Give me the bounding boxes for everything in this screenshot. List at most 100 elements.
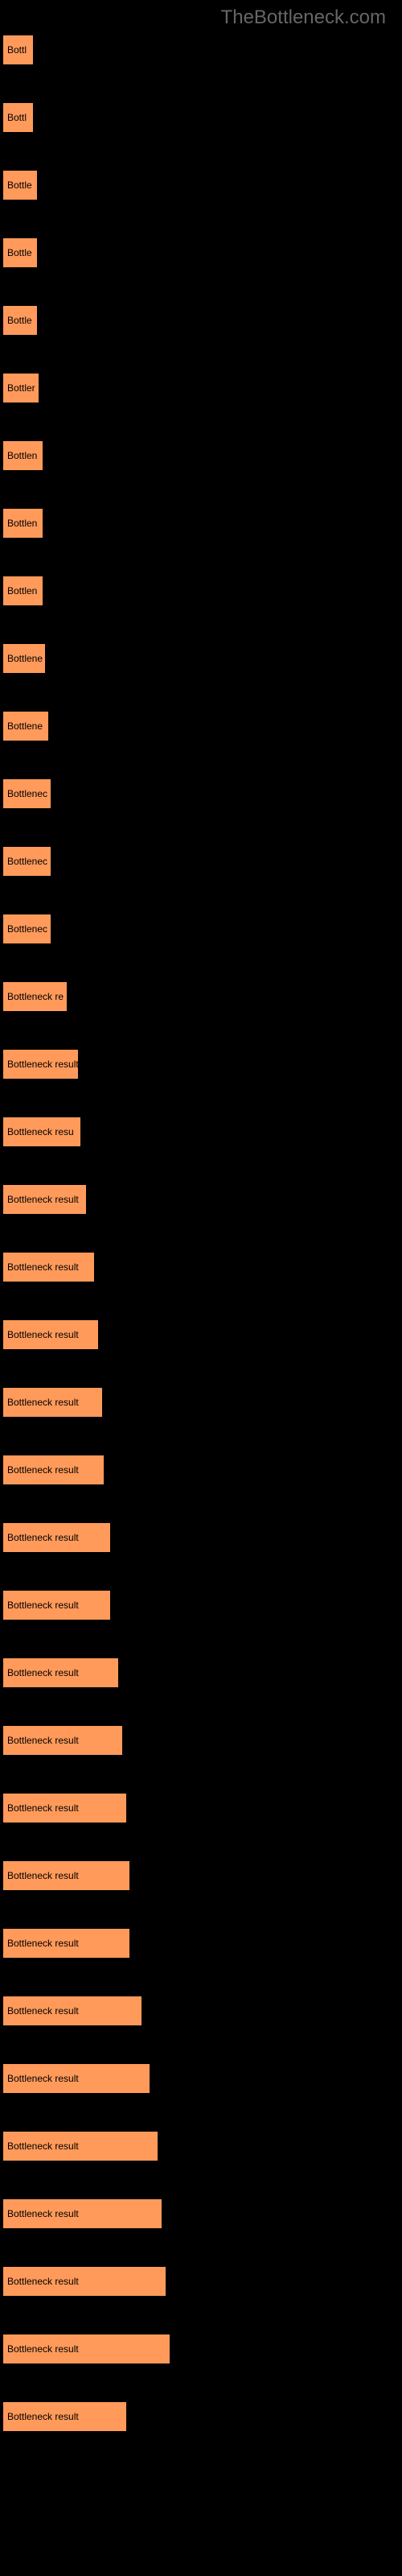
bar-row: Bottlenec: [3, 779, 399, 808]
bar-row: Bottlene: [3, 644, 399, 673]
bar-row: Bottleneck result: [3, 1658, 399, 1687]
bar-label: Bottlen: [7, 518, 37, 529]
bar: Bottleneck resu: [3, 1117, 80, 1146]
bar-label: Bottlene: [7, 720, 43, 732]
bar-row: Bottle: [3, 171, 399, 200]
bar-row: Bottleneck result: [3, 1591, 399, 1620]
bar-row: Bottleneck resu: [3, 1117, 399, 1146]
bar: Bottl: [3, 35, 33, 64]
bar-row: Bottl: [3, 103, 399, 132]
bar-row: Bottleneck result: [3, 1996, 399, 2025]
bar-row: Bottleneck result: [3, 1388, 399, 1417]
bar: Bottleneck result: [3, 1388, 102, 1417]
bar: Bottleneck result: [3, 1523, 110, 1552]
bar-value: 4: [177, 2343, 183, 2355]
bar: Bottlenec: [3, 914, 51, 943]
bar-row: Bottleneck result 4: [3, 2334, 399, 2363]
bar-label: Bottlenec: [7, 788, 47, 799]
bar: Bottler: [3, 374, 39, 402]
bar-label: Bottleneck result: [7, 2073, 79, 2084]
bar-row: Bottleneck result: [3, 1794, 399, 1823]
bar-label: Bottleneck result: [7, 2005, 79, 2017]
bar: Bottleneck result4: [3, 2267, 166, 2296]
bar-label: Bottlen: [7, 585, 37, 597]
bar: Bottlen: [3, 576, 43, 605]
bar-label: Bottleneck resu: [7, 1126, 74, 1137]
bar-row: Bottleneck result 4: [3, 2064, 399, 2093]
bar: Bottleneck result: [3, 2402, 126, 2431]
bar: Bottleneck result: [3, 1658, 118, 1687]
bar-row: Bottlen: [3, 576, 399, 605]
bar-label: Bottleneck result: [7, 2411, 79, 2422]
bar-row: Bottleneck result: [3, 1185, 399, 1214]
bar: Bottleneck result: [3, 1185, 86, 1214]
bar-label: Bottle: [7, 247, 32, 258]
watermark-text: TheBottleneck.com: [0, 0, 402, 35]
bar: Bottleneck result: [3, 1726, 122, 1755]
bar-label: Bottleneck result: [7, 2343, 79, 2355]
bar-value: 4: [165, 2140, 171, 2153]
bar-label: Bottleneck result: [7, 1802, 79, 1814]
bar-label: Bottlenec: [7, 923, 47, 935]
bar-label: Bottleneck result: [7, 1667, 79, 1678]
bar-label: Bottlen: [7, 450, 37, 461]
bar: Bottleneck result: [3, 1794, 126, 1823]
bar-row: Bottleneck result: [3, 1861, 399, 1890]
bar-row: Bottler: [3, 374, 399, 402]
bar-chart: Bottl Bottl Bottle Bottle Bottle Bottler Bottl…: [0, 35, 402, 2431]
bar: Bottle: [3, 306, 37, 335]
bar: Bottle: [3, 238, 37, 267]
bar-value: 4: [157, 2072, 163, 2085]
bar-row: Bottleneck re: [3, 982, 399, 1011]
bar-label: Bottleneck result: [7, 1059, 79, 1070]
bar-row: Bottleneck result: [3, 1253, 399, 1282]
bar: Bottleneck result: [3, 1253, 94, 1282]
bar-label: Bottle: [7, 180, 32, 191]
bar-label: Bottleneck result: [7, 1735, 79, 1746]
bar: Bottlen: [3, 441, 43, 470]
bar: Bottleneck result: [3, 1929, 129, 1958]
bar-row: Bottlenec: [3, 914, 399, 943]
bar-row: Bottleneck result: [3, 2402, 399, 2431]
bar-row: Bottlen: [3, 441, 399, 470]
bar-row: Bottl: [3, 35, 399, 64]
bar-label: Bottleneck result: [7, 2208, 79, 2219]
bar: Bottle: [3, 171, 37, 200]
bar: Bottleneck result: [3, 1591, 110, 1620]
bar: Bottleneck re: [3, 982, 67, 1011]
bar: Bottleneck result: [3, 1320, 98, 1349]
bar: Bottleneck result: [3, 1861, 129, 1890]
bar-row: Bottleneck result: [3, 1455, 399, 1484]
bar: Bottl: [3, 103, 33, 132]
bar-row: Bottleneck result: [3, 1929, 399, 1958]
bar-label: Bottle: [7, 315, 32, 326]
bar-label: Bottleneck result: [7, 1938, 79, 1949]
bar: Bottlene: [3, 644, 45, 673]
bar-label: Bottleneck result: [7, 1532, 79, 1543]
bar: Bottleneck result: [3, 1455, 104, 1484]
bar: Bottleneck result4: [3, 2064, 150, 2093]
bar-label: Bottleneck result: [7, 1329, 79, 1340]
bar-row: Bottlen: [3, 509, 399, 538]
bar-row: Bottle: [3, 306, 399, 335]
bar: Bottleneck result: [3, 1050, 78, 1079]
bar: Bottlenec: [3, 779, 51, 808]
bar-label: Bottleneck result: [7, 1261, 79, 1273]
bar-row: Bottleneck result: [3, 1050, 399, 1079]
bar-label: Bottleneck result: [7, 1194, 79, 1205]
bar: Bottlene: [3, 712, 48, 741]
bar-row: Bottleneck result4: [3, 2199, 399, 2228]
bar-label: Bottleneck result: [7, 1464, 79, 1476]
bar-label: Bottlenec: [7, 856, 47, 867]
bar-label: Bottleneck result: [7, 1397, 79, 1408]
bar-label: Bottleneck re: [7, 991, 64, 1002]
bar-row: Bottle: [3, 238, 399, 267]
bar: Bottleneck result4: [3, 2334, 170, 2363]
bar-row: Bottleneck result4: [3, 2132, 399, 2161]
bar: Bottlen: [3, 509, 43, 538]
bar-label: Bottler: [7, 382, 35, 394]
bar-row: Bottleneck result: [3, 1523, 399, 1552]
bar-label: Bottleneck result: [7, 1870, 79, 1881]
bar-row: Bottleneck result: [3, 1726, 399, 1755]
bar-label: Bottl: [7, 44, 27, 56]
